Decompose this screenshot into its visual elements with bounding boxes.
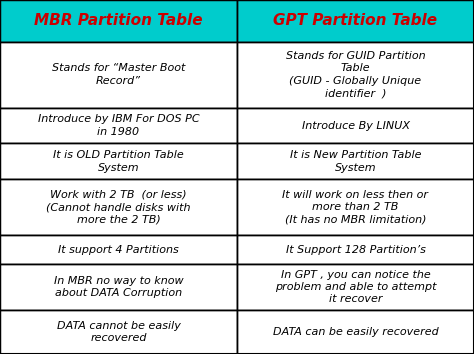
Text: DATA cannot be easily
recovered: DATA cannot be easily recovered [56,321,181,343]
Bar [0,310,237,354]
Text: DATA can be easily recovered: DATA can be easily recovered [273,327,438,337]
Bar [237,235,474,264]
Text: In MBR no way to know
about DATA Corruption: In MBR no way to know about DATA Corrupt… [54,276,183,298]
Text: MBR Partition Table: MBR Partition Table [34,13,203,28]
Bar [237,143,474,179]
Text: It is OLD Partition Table
System: It is OLD Partition Table System [53,150,184,173]
Text: Stands for “Master Boot
Record”: Stands for “Master Boot Record” [52,63,185,86]
Text: Work with 2 TB  (or less)
(Cannot handle disks with
more the 2 TB): Work with 2 TB (or less) (Cannot handle … [46,190,191,224]
Text: Introduce By LINUX: Introduce By LINUX [301,121,410,131]
Bar [0,235,237,264]
Text: It Support 128 Partition’s: It Support 128 Partition’s [285,245,426,255]
Text: In GPT , you can notice the
problem and able to attempt
it recover: In GPT , you can notice the problem and … [275,270,436,304]
Text: It support 4 Partitions: It support 4 Partitions [58,245,179,255]
Bar [0,0,237,41]
Bar [0,143,237,179]
Text: It will work on less then or
more than 2 TB
(It has no MBR limitation): It will work on less then or more than 2… [283,190,428,224]
Bar [237,0,474,41]
Bar [0,108,237,143]
Bar [0,264,237,310]
Bar [0,179,237,235]
Bar [237,310,474,354]
Text: Introduce by IBM For DOS PC
in 1980: Introduce by IBM For DOS PC in 1980 [38,114,199,137]
Bar [237,179,474,235]
Text: GPT Partition Table: GPT Partition Table [273,13,438,28]
Bar [237,264,474,310]
Bar [237,41,474,108]
Text: It is New Partition Table
System: It is New Partition Table System [290,150,421,173]
Bar [237,108,474,143]
Bar [0,41,237,108]
Text: Stands for GUID Partition
Table
(GUID - Globally Unique
identifier  ): Stands for GUID Partition Table (GUID - … [286,51,425,98]
